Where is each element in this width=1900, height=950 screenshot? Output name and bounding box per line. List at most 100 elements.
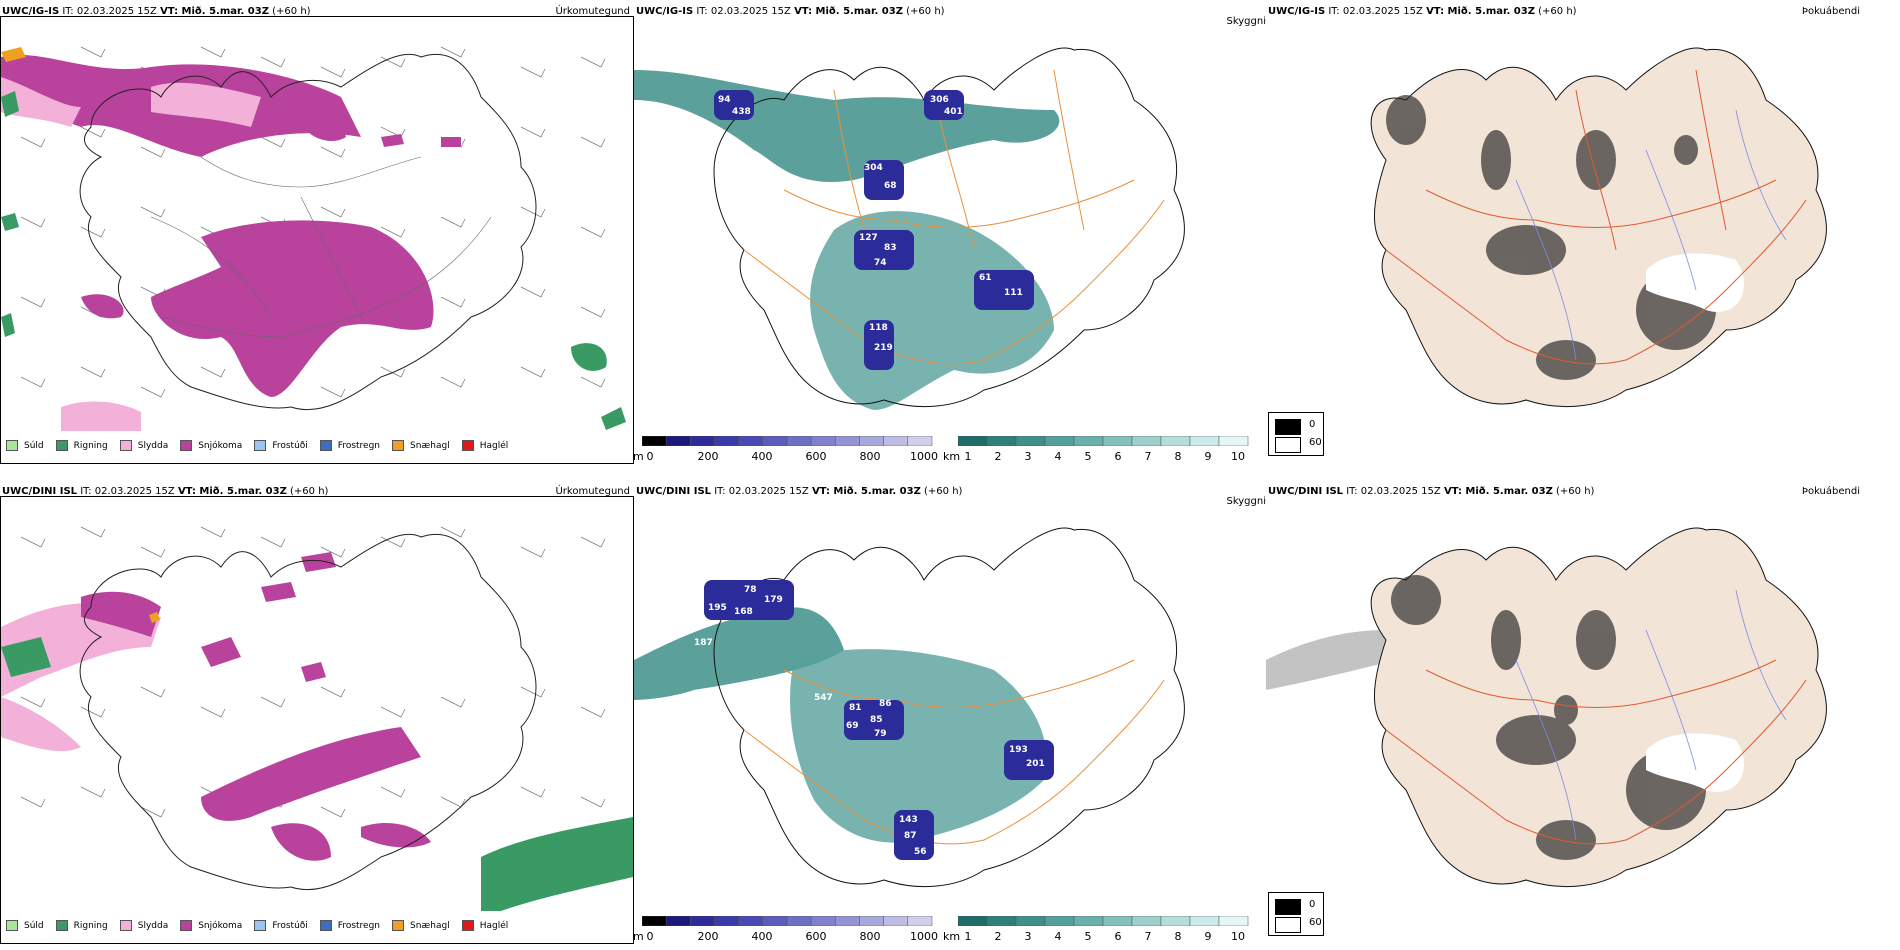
colorbar-swatch <box>690 436 715 446</box>
cloud-base-label: 118 <box>869 323 888 333</box>
colorbar-swatch <box>1102 916 1133 926</box>
colorbar-swatch <box>665 436 691 446</box>
colorbar-swatch <box>738 436 764 446</box>
fog-legend-high-swatch <box>1275 899 1301 915</box>
panel-header: UWC/IG-IS IT: 02.03.2025 15Z VT: Mið. 5.… <box>1268 6 1577 17</box>
visibility-unit: km <box>943 450 961 463</box>
valid-time: VT: Mið. 5.mar. 03Z <box>1426 6 1535 17</box>
colorbar-swatch <box>883 916 909 926</box>
panel-visibility-row1: UWC/IG-IS IT: 02.03.2025 15Z VT: Mið. 5.… <box>634 0 1266 470</box>
roads <box>1385 659 1807 845</box>
colorbar-swatch <box>1073 916 1104 926</box>
colorbar-swatch <box>1015 916 1046 926</box>
colorbar-swatch <box>1218 436 1249 446</box>
fog-legend-low: 60 <box>1309 437 1322 448</box>
cloud-base-label: 304 <box>864 163 883 173</box>
cloud-base-label: 56 <box>914 847 927 857</box>
cloud-base-label: 438 <box>732 107 751 117</box>
clear-area <box>1646 253 1745 312</box>
roads <box>150 156 492 338</box>
lead-time: (+60 h) <box>924 486 963 497</box>
valid-time: VT: Mið. 5.mar. 03Z <box>160 6 269 17</box>
model-name: UWC/DINI ISL <box>2 486 78 497</box>
tick: 7 <box>1144 930 1152 943</box>
height-unit: m <box>634 450 644 463</box>
legend-item: Slydda <box>119 440 168 451</box>
tick: 8 <box>1174 930 1182 943</box>
colorbar-swatch <box>1160 916 1191 926</box>
colorbar-swatch <box>810 916 836 926</box>
panel-visibility-row2: UWC/DINI ISL IT: 02.03.2025 15Z VT: Mið.… <box>634 480 1266 950</box>
colorbar-swatch <box>835 436 860 446</box>
colorbar-swatch <box>859 916 884 926</box>
rivers <box>1515 109 1787 361</box>
panel-title: Úrkomutegund <box>555 486 630 497</box>
init-time: IT: 02.03.2025 15Z <box>696 6 791 17</box>
roads <box>1385 69 1807 365</box>
tick: 0 <box>646 450 654 463</box>
cloud-base-cells <box>714 90 1034 370</box>
colorbar-swatch <box>1102 436 1133 446</box>
colorbar-swatch <box>665 916 691 926</box>
lead-time: (+60 h) <box>906 6 945 17</box>
visibility-fog-area <box>790 649 1047 843</box>
panel-header: UWC/DINI ISL IT: 02.03.2025 15Z VT: Mið.… <box>636 486 962 497</box>
colorbar-swatch <box>786 436 812 446</box>
tick: 4 <box>1054 450 1062 463</box>
tick: 7 <box>1144 450 1152 463</box>
cloud-base-label: 92 <box>664 623 677 633</box>
legend-item: Frostúði <box>254 920 308 931</box>
tick: 2 <box>994 930 1002 943</box>
precip-map <box>1 46 626 431</box>
precip-map <box>1 526 633 911</box>
valid-time: VT: Mið. 5.mar. 03Z <box>1443 486 1553 497</box>
colorbar-swatch <box>986 436 1017 446</box>
legend-item: Súld <box>6 440 44 451</box>
fog-legend-low-swatch <box>1275 437 1301 453</box>
legend-item: Haglél <box>461 920 508 931</box>
legend-item: Slydda <box>119 920 168 931</box>
coastline <box>713 47 1185 407</box>
lead-time: (+60 h) <box>272 6 311 17</box>
height-colorbar-swatches <box>642 436 933 446</box>
legend-item: Rigning <box>55 920 108 931</box>
cloud-base-label: 111 <box>1004 288 1023 298</box>
model-name: UWC/IG-IS <box>2 6 60 17</box>
colorbar-swatch <box>1131 436 1162 446</box>
precip-areas <box>1 552 633 911</box>
panel-fog-row1: UWC/IG-IS IT: 02.03.2025 15Z VT: Mið. 5.… <box>1266 0 1900 470</box>
tick: 2 <box>994 450 1002 463</box>
tick: 400 <box>751 930 773 943</box>
visibility-unit: km <box>943 930 961 943</box>
roads <box>743 659 1165 845</box>
colorbar-swatch <box>1218 916 1249 926</box>
model-name: UWC/DINI ISL <box>636 486 712 497</box>
clear-area <box>1646 733 1745 792</box>
panel-header: UWC/DINI ISL IT: 02.03.2025 15Z VT: Mið.… <box>1268 486 1594 497</box>
cloud-base-label: 179 <box>764 595 783 605</box>
cloud-base-label: 86 <box>879 699 892 709</box>
panel-fog-row2: UWC/DINI ISL IT: 02.03.2025 15Z VT: Mið.… <box>1266 480 1900 950</box>
colorbar-swatch <box>1015 436 1046 446</box>
tick: 200 <box>697 450 719 463</box>
fog-map <box>1370 47 1827 407</box>
model-name: UWC/IG-IS <box>1268 6 1326 17</box>
tick: 3 <box>1024 930 1032 943</box>
panel-header: UWC/IG-IS IT: 02.03.2025 15Z VT: Mið. 5.… <box>2 6 311 17</box>
colorbar-swatch <box>690 916 715 926</box>
colorbar-swatch <box>1044 916 1075 926</box>
colorbar-swatch <box>958 916 988 926</box>
visibility-colorbar-swatches <box>958 916 1249 926</box>
cloud-base-label: 143 <box>899 815 918 825</box>
init-time: IT: 02.03.2025 15Z <box>80 486 175 497</box>
cloud-base-cells <box>704 580 1054 860</box>
colorbar-swatch <box>859 436 884 446</box>
legend-item: Frostregn <box>319 440 380 451</box>
cloud-base-label: 81 <box>849 703 862 713</box>
tick: 6 <box>1114 930 1122 943</box>
cloud-base-label: 401 <box>944 107 963 117</box>
tick: 600 <box>805 450 827 463</box>
legend-item: Rigning <box>55 440 108 451</box>
cloud-base-label: 79 <box>874 729 887 739</box>
tick: 1 <box>964 930 972 943</box>
